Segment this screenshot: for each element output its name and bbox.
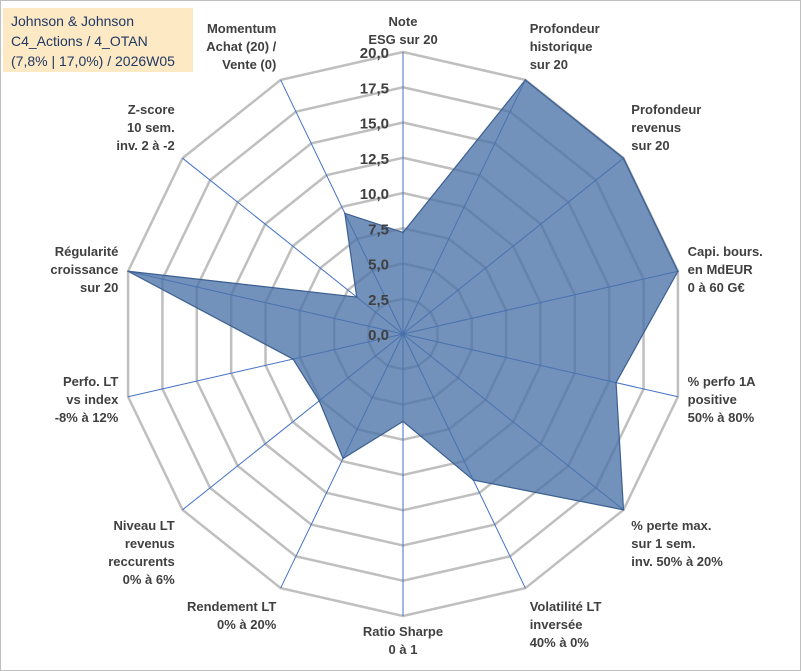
data-point: [622, 157, 625, 159]
data-point: [292, 358, 294, 360]
tick-label: 10,0: [360, 186, 389, 203]
portfolio-label: C4_Actions / 4_OTAN: [11, 33, 148, 49]
tick-label: 12,5: [360, 151, 389, 168]
tick-label: 0,0: [368, 327, 389, 344]
tick-label: 15,0: [360, 116, 389, 133]
radar-series: [127, 79, 679, 511]
category-label: Rendement LT 0% à 20%: [187, 599, 277, 632]
chart-title: Johnson & Johnson: [11, 13, 134, 29]
data-point: [472, 479, 475, 481]
data-point: [342, 457, 344, 460]
radar-tick-labels: 0,0 2,5 5,0 7,5 10,0 12,5 15,0 17,5 20,0: [360, 45, 389, 344]
data-point: [615, 381, 617, 384]
performance-stats: (7,8% | 17,0%) / 2026W05: [11, 53, 175, 69]
category-label: Note ESG sur 20: [368, 14, 437, 47]
category-label: % perfo 1A positive 50% à 80%: [688, 374, 757, 425]
category-label: Régularité croissance sur 20: [50, 244, 118, 295]
data-point: [524, 79, 527, 81]
tick-label: 7,5: [368, 221, 389, 238]
chart-title-box: Johnson & Johnson C4_Actions / 4_OTAN (7…: [3, 8, 193, 72]
tick-label: 17,5: [360, 80, 389, 97]
category-label: Volatilité LT inversée 40% à 0%: [530, 599, 602, 650]
data-point: [344, 212, 346, 215]
data-point: [127, 270, 129, 273]
category-label: Profondeur historique sur 20: [530, 21, 600, 72]
category-label: % perte max. sur 1 sem. inv. 50% à 20%: [631, 518, 723, 569]
tick-label: 20,0: [360, 45, 389, 62]
category-label: Ratio Sharpe 0 à 1: [363, 624, 443, 657]
data-point: [402, 420, 404, 423]
radar-category-labels: Note ESG sur 20 Profondeur historique sur 20…: [50, 14, 762, 657]
data-point: [355, 296, 358, 298]
tick-label: 2,5: [368, 292, 389, 309]
data-point: [318, 400, 321, 402]
data-point: [402, 231, 404, 234]
category-label: Z-score 10 sem. inv. 2 à -2: [116, 102, 174, 153]
data-point: [622, 509, 625, 511]
tick-label: 5,0: [368, 257, 389, 274]
category-label: Niveau LT revenus reccurents 0% à 6%: [108, 518, 175, 587]
category-label: Profondeur revenus sur 20: [631, 102, 701, 153]
data-point: [677, 270, 679, 273]
category-label: Perfo. LT vs index -8% à 12%: [55, 374, 119, 425]
category-label: Capi. bours. en MdEUR 0 à 60 G€: [688, 244, 763, 295]
category-label: Momentum Achat (20) / Vente (0): [206, 21, 276, 72]
